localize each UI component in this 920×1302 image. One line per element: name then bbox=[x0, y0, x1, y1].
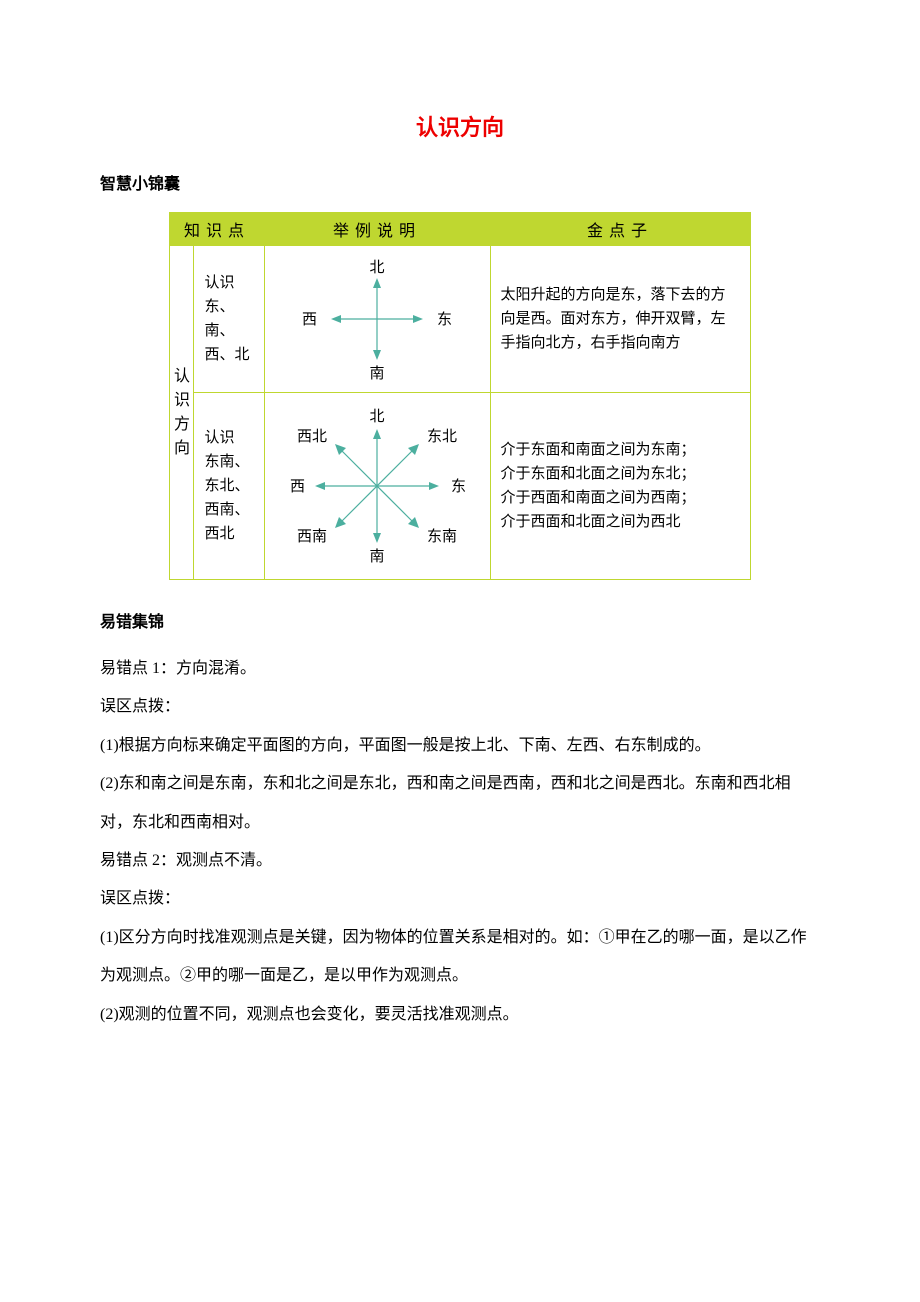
body-p8: (2)观测的位置不同，观测点也会变化，要灵活找准观测点。 bbox=[100, 996, 820, 1034]
section-heading-mistakes: 易错集锦 bbox=[100, 608, 820, 632]
compass4-w: 西 bbox=[302, 312, 317, 328]
table-row: 认识 东南、 东北、 西南、 西北 bbox=[170, 393, 750, 580]
row2-label: 认识 东南、 东北、 西南、 西北 bbox=[194, 393, 264, 580]
row1-diagram: 北 南 东 西 bbox=[264, 246, 490, 393]
table-row: 认识方向 认识 东、南、 西、北 北 南 东 西 bbox=[170, 246, 750, 393]
th-gold: 金点子 bbox=[490, 213, 750, 246]
row2-diagram: 北 南 东 西 东北 西北 东南 西南 bbox=[264, 393, 490, 580]
compass8-w: 西 bbox=[290, 479, 305, 495]
compass-4dir-icon: 北 南 东 西 bbox=[297, 254, 457, 384]
compass8-nw: 西北 bbox=[297, 428, 327, 445]
row2-gold-l3: 介于西面和南面之间为西南； bbox=[501, 490, 696, 506]
row2-gold-l1: 介于东面和南面之间为东南； bbox=[501, 442, 696, 458]
th-knowledge: 知识点 bbox=[170, 213, 264, 246]
knowledge-category: 认识方向 bbox=[170, 246, 194, 580]
row1-label-l2: 东、南、 bbox=[204, 299, 234, 339]
row2-label-l1: 认识 bbox=[204, 430, 234, 446]
row2-label-l5: 西北 bbox=[204, 526, 234, 542]
body-p7: (1)区分方向时找准观测点是关键，因为物体的位置关系是相对的。如：①甲在乙的哪一… bbox=[100, 919, 820, 996]
table-header-row: 知识点 举例说明 金点子 bbox=[170, 213, 750, 246]
row2-gold-l2: 介于东面和北面之间为东北； bbox=[501, 466, 696, 482]
compass8-e: 东 bbox=[451, 478, 466, 495]
row2-label-l3: 东北、 bbox=[204, 478, 249, 494]
section-heading-wisdom: 智慧小锦囊 bbox=[100, 170, 820, 194]
body-p5: 易错点 2：观测点不清。 bbox=[100, 842, 820, 880]
document-page: 认识方向 智慧小锦囊 知识点 举例说明 金点子 认识方向 认识 东、南、 西、北 bbox=[0, 0, 920, 1094]
body-p3: (1)根据方向标来确定平面图的方向，平面图一般是按上北、下南、左西、右东制成的。 bbox=[100, 727, 820, 765]
row2-label-l2: 东南、 bbox=[204, 454, 249, 470]
compass8-se: 东南 bbox=[427, 528, 457, 545]
body-p4: (2)东和南之间是东南，东和北之间是东北，西和南之间是西南，西和北之间是西北。东… bbox=[100, 765, 820, 842]
knowledge-table: 知识点 举例说明 金点子 认识方向 认识 东、南、 西、北 北 bbox=[169, 212, 750, 580]
body-p1: 易错点 1：方向混淆。 bbox=[100, 650, 820, 688]
th-example: 举例说明 bbox=[264, 213, 490, 246]
compass-8dir-icon: 北 南 东 西 东北 西北 东南 西南 bbox=[277, 401, 477, 571]
row2-gold: 介于东面和南面之间为东南； 介于东面和北面之间为东北； 介于西面和南面之间为西南… bbox=[490, 393, 750, 580]
compass4-s: 南 bbox=[369, 365, 384, 382]
body-text: 易错点 1：方向混淆。 误区点拨： (1)根据方向标来确定平面图的方向，平面图一… bbox=[100, 650, 820, 1034]
body-p2: 误区点拨： bbox=[100, 688, 820, 726]
row1-label: 认识 东、南、 西、北 bbox=[194, 246, 264, 393]
row1-gold: 太阳升起的方向是东，落下去的方向是西。面对东方，伸开双臂，左手指向北方，右手指向… bbox=[490, 246, 750, 393]
compass4-n: 北 bbox=[369, 259, 384, 276]
row1-label-l1: 认识 bbox=[204, 275, 234, 291]
compass8-s: 南 bbox=[369, 548, 384, 565]
row2-gold-l4: 介于西面和北面之间为西北 bbox=[501, 514, 681, 530]
body-p6: 误区点拨： bbox=[100, 880, 820, 918]
compass4-e: 东 bbox=[437, 311, 452, 328]
compass8-ne: 东北 bbox=[427, 428, 457, 445]
row1-label-l3: 西、北 bbox=[204, 347, 249, 363]
page-title: 认识方向 bbox=[100, 110, 820, 142]
compass8-n: 北 bbox=[369, 408, 384, 425]
row2-label-l4: 西南、 bbox=[204, 502, 249, 518]
compass8-sw: 西南 bbox=[297, 528, 327, 545]
